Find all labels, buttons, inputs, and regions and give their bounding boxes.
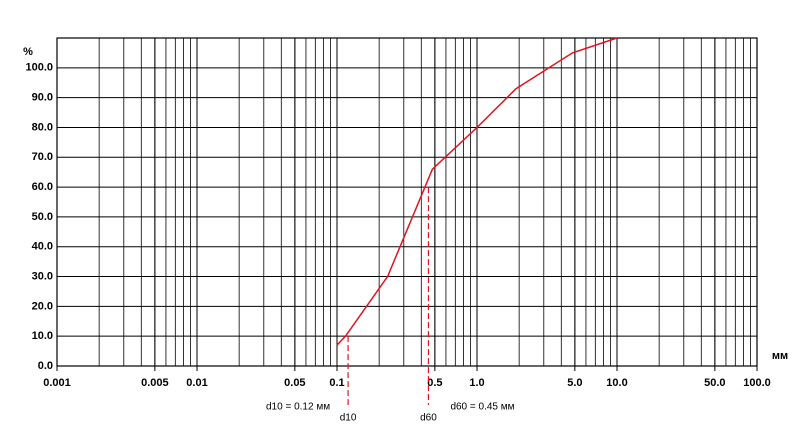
y-tick-label: 90.0 [32,92,53,104]
annotation-label: d60 [420,413,437,424]
x-tick-label: 0.1 [329,377,344,389]
x-tick-label: 50.0 [704,377,725,389]
y-tick-label: 10.0 [32,330,53,342]
y-axis-label: % [23,46,33,58]
x-tick-label: 1.0 [469,377,484,389]
y-tick-label: 80.0 [32,121,53,133]
x-tick-label: 10.0 [606,377,627,389]
x-axis-label: мм [772,350,788,362]
plot-frame [56,37,758,367]
x-tick-label: 0.01 [186,377,207,389]
y-tick-label: 40.0 [32,241,53,253]
y-tick-label: 50.0 [32,211,53,223]
annotation-label: d10 [340,413,357,424]
y-tick-label: 20.0 [32,300,53,312]
y-tick-label: 60.0 [32,181,53,193]
x-tick-label: 0.05 [284,377,305,389]
x-tick-label: 100.0 [743,377,771,389]
annotation-note: d60 = 0.45 мм [450,402,514,413]
y-tick-label: 0.0 [38,360,53,372]
y-tick-label: 70.0 [32,151,53,163]
x-tick-label: 5.0 [567,377,582,389]
x-tick-label: 0.001 [43,377,71,389]
y-tick-label: 30.0 [32,270,53,282]
y-tick-label: 100.0 [25,62,53,74]
annotation-note: d10 = 0.12 мм [266,402,330,413]
curve [336,37,618,346]
x-tick-label: 0.005 [141,377,169,389]
x-tick-label: 0.5 [427,377,442,389]
